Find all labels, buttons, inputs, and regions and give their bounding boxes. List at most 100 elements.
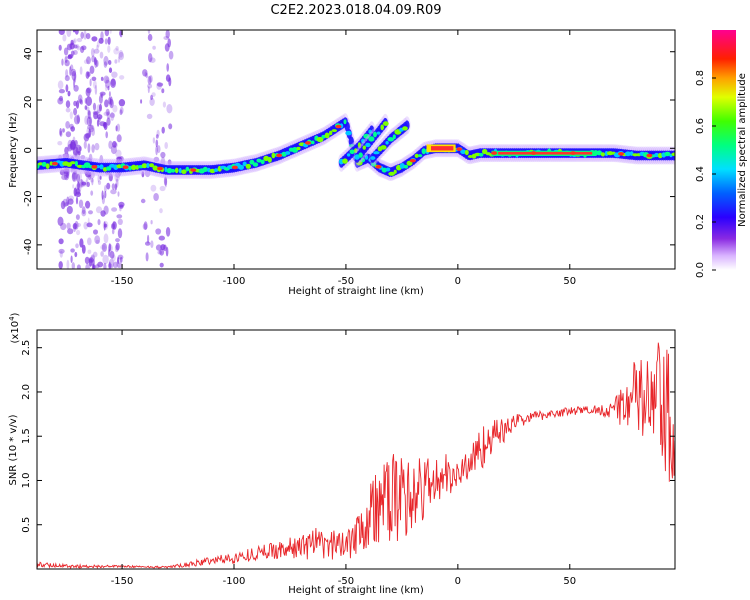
noise-blob [91,177,94,186]
colorbar-tick-label: 0.2 [695,214,706,230]
snr-x-tick-label: -50 [338,576,354,587]
noise-blob [67,198,74,205]
noise-blob [109,112,116,118]
track-peak [305,141,311,145]
noise-blob [80,179,83,187]
noise-blob [110,145,117,155]
noise-blob [150,220,153,225]
noise-blob [159,248,165,256]
noise-blob [78,146,82,152]
track-peak [276,153,283,158]
noise-blob [73,150,78,158]
noise-blob [163,176,168,186]
noise-blob [80,31,84,39]
noise-blob [108,173,113,182]
spectrogram-x-tick-label: -50 [338,276,354,287]
noise-blob [104,38,108,45]
noise-blob [100,251,104,257]
noise-blob [119,75,125,80]
noise-blob [70,255,73,263]
branch-0-core [354,148,358,154]
noise-blob [104,190,107,199]
spectrogram-x-tick-label: 50 [563,276,576,287]
noise-blob [90,254,96,261]
noise-blob [104,99,109,108]
noise-blob [98,94,103,104]
track-peak [456,147,463,151]
noise-blob [58,248,65,254]
colorbar: 0.0 0.2 0.4 0.6 0.8 Normalized spectral ampl… [695,30,748,278]
noise-blob [71,70,77,81]
noise-blob [115,178,119,188]
noise-blob [72,146,79,156]
noise-blob [66,30,72,38]
noise-blob [86,222,93,228]
noise-blob [72,30,76,33]
noise-blob [156,129,160,137]
noise-blob [115,242,120,251]
branch-0-core [346,153,351,157]
noise-blob [66,259,70,269]
track-peak [51,161,58,166]
noise-blob [73,78,76,88]
noise-blob [144,169,151,178]
noise-blob [87,124,94,130]
noise-blob [160,244,166,251]
track-core [271,152,276,159]
noise-blob [140,99,143,104]
noise-blob [96,119,100,127]
noise-blob [147,33,153,42]
noise-blob [85,96,93,107]
track-core [260,159,265,165]
track-core [460,149,467,155]
track-core [399,163,405,169]
noise-blob [108,67,113,73]
noise-blob [71,172,78,182]
branch-1-core [373,131,377,138]
noise-blob [155,134,159,139]
track-core [174,167,179,174]
noise-blob [84,115,89,125]
noise-blob [70,126,75,132]
noise-blob [97,180,102,186]
noise-blob [149,97,155,106]
noise-blob [117,56,121,63]
branch-0-core [363,133,370,139]
noise-blob [66,196,70,206]
noise-blob [106,111,111,119]
noise-blob [90,255,95,263]
noise-blob [164,177,168,188]
noise-blob [76,173,80,183]
noise-blob [119,106,124,114]
snr-y-label: SNR (10 * v/v) [8,414,19,485]
noise-blob [159,185,166,192]
noise-blob [158,235,165,241]
noise-blob [103,221,106,231]
branch-2-core [402,126,408,131]
track-core [414,153,419,158]
colorbar-tick-label: 0.4 [695,166,706,182]
noise-blob [103,111,110,116]
track-peak [157,166,163,171]
track-core [252,162,259,167]
noise-blob [99,51,104,59]
noise-blob [73,44,78,49]
snr-y-ticks: 0.5 1.0 1.5 2.0 2.5 [21,340,675,533]
noise-blob [74,251,78,258]
noise-blob [75,214,80,220]
noise-blob [87,249,92,254]
colorbar-tick-label: 0.6 [695,118,706,134]
noise-blob [101,195,105,205]
noise-blob [119,204,124,209]
noise-blob [105,131,108,139]
noise-blob [156,82,164,87]
noise-blob [157,250,162,255]
noise-blob [105,79,111,89]
track-core [166,167,173,174]
noise-blob [76,114,80,124]
noise-blob [141,171,145,178]
noise-blob [73,100,77,107]
spectrogram-y-tick-label: 40 [23,47,34,60]
noise-blob [72,39,76,46]
noise-blob [159,208,163,214]
